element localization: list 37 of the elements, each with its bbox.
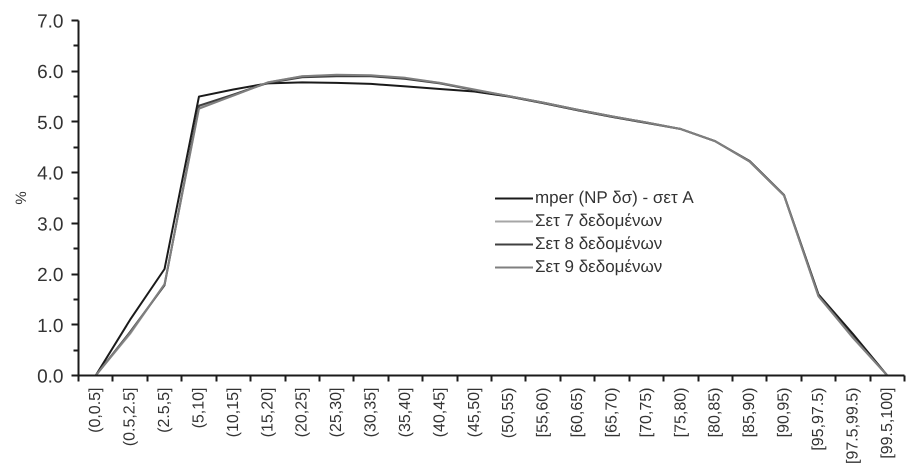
x-tick-label: (25,30] [328, 388, 346, 438]
y-tick-label: 1.0 [37, 316, 64, 337]
x-tick-label: [60,65) [569, 388, 586, 438]
y-tick-label: 3.0 [37, 214, 64, 236]
x-tick-label: (20,25] [294, 388, 311, 438]
x-tick-label: [85,90) [741, 388, 758, 438]
y-tick-label: 6.0 [37, 62, 64, 84]
x-tick-label: [80,85) [706, 388, 724, 438]
x-tick-label: (45,50] [466, 388, 483, 438]
x-tick-label: (40,45] [431, 388, 448, 438]
x-tick-label: (15,20] [259, 388, 276, 438]
x-tick-label: [97.5,99.5) [844, 388, 862, 464]
y-tick-label: 5.0 [37, 112, 64, 134]
x-tick-label: [95,97.5) [810, 388, 827, 451]
x-tick-label: [75,80) [672, 388, 690, 438]
x-tick-label: [90,95) [776, 388, 793, 438]
legend-label: Σετ 8 δεδομένων [535, 234, 662, 254]
x-tick-label: (35,40] [396, 388, 414, 438]
x-tick-label: [55,60) [534, 388, 552, 438]
y-tick-label: 7.0 [37, 12, 64, 32]
legend-label: Σετ 9 δεδομένων [535, 257, 662, 277]
x-tick-label: (5,10] [190, 387, 208, 428]
y-tick-label: 2.0 [37, 265, 64, 286]
x-tick-label: (0.5,2.5] [122, 388, 139, 446]
x-tick-label: [99.5,100] [878, 388, 896, 459]
x-tick-label: [65,70) [603, 388, 620, 438]
legend-label: Σετ 7 δεδομένων [535, 211, 662, 231]
x-tick-label: (30,35] [362, 388, 380, 438]
x-tick-label: (50,55) [500, 387, 518, 438]
x-tick-label: (0,0.5] [87, 388, 104, 433]
y-tick-label: 4.0 [37, 164, 64, 185]
y-axis-title: % [13, 191, 30, 205]
x-tick-label: (10,15] [224, 388, 242, 438]
x-tick-label: [70,75) [638, 388, 655, 438]
y-tick-label: 0.0 [37, 366, 64, 388]
x-tick-label: (2.5,5] [156, 388, 174, 433]
legend-label: mper (NP δσ) - σετ A [535, 188, 694, 208]
